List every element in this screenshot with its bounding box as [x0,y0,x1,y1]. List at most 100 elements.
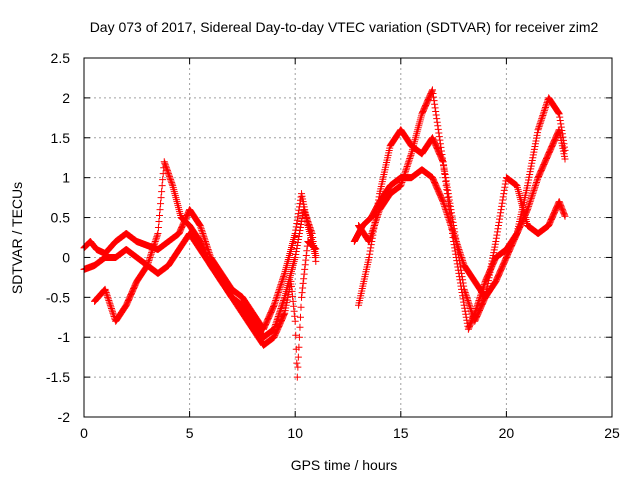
data-point [528,191,536,199]
data-point [374,210,382,218]
data-point [200,233,208,241]
data-point [142,263,150,271]
data-point [280,295,288,303]
data-point [402,166,410,174]
y-tick-label: 0 [62,249,70,265]
data-point [294,235,302,243]
data-point [299,279,307,287]
data-point [299,284,307,292]
data-point [501,183,509,191]
data-point [446,210,454,218]
data-point [398,177,406,185]
y-tick-label: -0.5 [46,289,70,305]
data-point [493,228,501,236]
data-point [370,222,378,230]
data-point [431,100,439,108]
data-point [478,289,486,297]
data-point [368,228,376,236]
data-point [279,274,287,282]
data-point [528,193,536,201]
data-point [273,292,281,300]
x-tick-label: 20 [499,425,515,441]
data-point [440,166,448,174]
data-point [403,164,411,172]
data-point [455,273,463,281]
data-point [304,219,312,227]
data-point [273,293,281,301]
series-track-3 [91,158,320,381]
data-point [365,253,373,261]
data-point [294,363,302,371]
data-point [158,182,166,190]
series-track-6 [355,86,569,333]
data-point [402,167,410,175]
data-point [450,241,458,249]
data-point [456,279,464,287]
data-point [561,146,569,154]
data-point [161,159,169,167]
data-point [444,198,452,206]
data-point [371,220,379,228]
data-point [306,224,314,232]
grid [84,58,612,417]
data-point [473,303,481,311]
data-point [103,290,111,298]
data-point [460,298,468,306]
data-point [197,223,205,231]
data-point [164,168,172,176]
data-point [159,176,167,184]
data-point [442,182,450,190]
data-point [303,247,311,255]
data-point [529,188,537,196]
data-point [472,305,480,313]
data-point [375,209,383,217]
data-point [437,147,445,155]
data-point [559,136,567,144]
data-point [272,295,280,303]
data-point [144,258,152,266]
data-point [277,305,285,313]
data-point [542,102,550,110]
data-point [471,308,479,316]
data-point [367,233,375,241]
data-point [512,230,520,238]
data-point [531,183,539,191]
data-point [302,256,310,264]
data-point [453,257,461,265]
data-point [293,216,301,224]
data-point [104,295,112,303]
data-point [150,242,158,250]
data-point [294,238,302,246]
y-axis-label: SDTVAR / TECUs [9,182,25,294]
data-point [276,306,284,314]
data-point [534,126,542,134]
data-point [154,230,162,238]
data-point [108,306,116,314]
data-point [371,218,379,226]
data-point [157,194,165,202]
data-point [499,193,507,201]
data-point [555,109,563,117]
data-point [109,308,117,316]
data-point [295,230,303,238]
data-point [493,231,501,239]
x-tick-label: 10 [287,425,303,441]
data-point [555,127,563,135]
data-point [476,293,484,301]
data-point [527,194,535,202]
data-point [296,313,304,321]
x-tick-label: 25 [604,425,620,441]
data-point [494,225,502,233]
data-point [404,159,412,167]
data-point [498,202,506,210]
data-point [368,230,376,238]
data-point [470,311,478,319]
data-point [535,124,543,132]
data-point [146,253,154,261]
plot-frame [83,57,613,418]
data-point [156,212,164,220]
data-point [472,306,480,314]
data-point [158,188,166,196]
data-point [372,217,380,225]
data-point [435,133,443,141]
